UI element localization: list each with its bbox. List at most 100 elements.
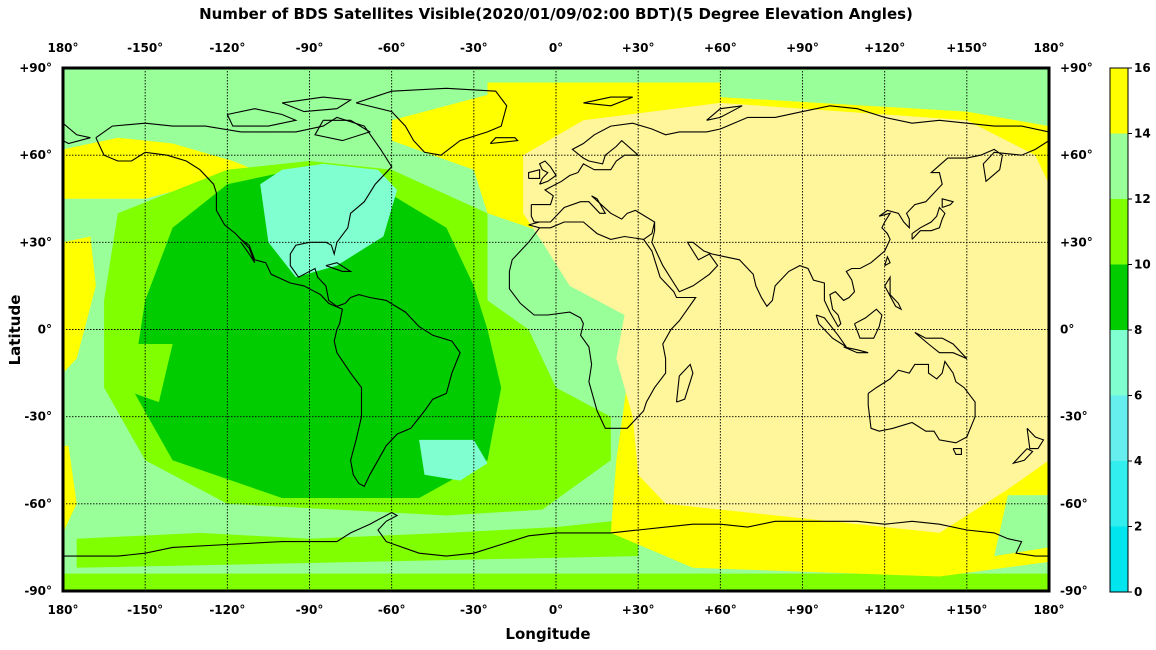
japan-coast (911, 206, 946, 240)
lon-tick-bottom: -150° (127, 603, 163, 617)
sumatra-coast (815, 314, 847, 348)
lat-tick-right: +60° (1060, 148, 1093, 162)
java-coast (843, 346, 869, 354)
lon-tick-top: +30° (622, 41, 655, 55)
lon-tick-top: +60° (704, 41, 737, 55)
heat-americas-core (131, 169, 502, 498)
ireland-coast (528, 168, 541, 179)
chukotka-coast (63, 122, 91, 145)
greenland-coast (355, 87, 508, 156)
new-guinea-coast (914, 331, 968, 360)
lon-tick-bottom: +30° (622, 603, 655, 617)
heat-south-band (76, 518, 639, 577)
arctic-island (281, 96, 353, 113)
arctic-island (226, 108, 298, 127)
heat-se-patch (994, 495, 1049, 557)
colorbar-segment (1110, 133, 1128, 199)
colorbar-tick-label: 2 (1134, 520, 1142, 534)
heat-w-edge (63, 236, 96, 374)
lat-tick-right: +90° (1060, 61, 1093, 75)
philippines-coast (884, 275, 903, 311)
lon-tick-bottom: -60° (378, 603, 406, 617)
eurasia-north-coast (531, 105, 1049, 206)
heat-satl (419, 439, 488, 481)
lon-tick-bottom: -30° (460, 603, 488, 617)
x-axis-title: Longitude (505, 625, 590, 643)
lon-tick-bottom: 0° (549, 603, 563, 617)
australia-coast (867, 360, 976, 444)
nz-south-coast (1011, 448, 1034, 465)
antarctica-coast (63, 511, 1049, 557)
colorbar-tick-label: 4 (1134, 454, 1142, 468)
lon-tick-bottom: 180° (1033, 603, 1064, 617)
lat-tick-right: -60° (1060, 497, 1088, 511)
lat-tick-left: -60° (24, 497, 52, 511)
lat-tick-left: +90° (19, 61, 52, 75)
colorbar-segment (1110, 68, 1128, 134)
colorbar-segment (1110, 330, 1128, 396)
lat-tick-right: -30° (1060, 410, 1088, 424)
colorbar: 0 2 4 6 8 10 12 14 16 (1109, 61, 1151, 599)
lon-tick-top: -90° (296, 41, 324, 55)
lon-tick-top: -30° (460, 41, 488, 55)
lat-tick-right: 0° (1060, 323, 1074, 337)
nz-north-coast (1026, 427, 1045, 450)
lon-tick-bottom: -90° (296, 603, 324, 617)
mediterranean-coast (528, 195, 656, 240)
colorbar-tick-label: 8 (1134, 323, 1142, 337)
heat-usa (260, 163, 398, 278)
heat-pole (63, 68, 1049, 103)
lon-tick-bottom: +60° (704, 603, 737, 617)
colorbar-tick-label: 6 (1134, 389, 1142, 403)
coastlines (63, 87, 1049, 557)
colorbar-frame (1109, 67, 1129, 593)
colorbar-segment (1110, 264, 1128, 330)
lat-tick-right: -90° (1060, 584, 1088, 598)
lon-tick-top: 180° (47, 41, 78, 55)
lon-tick-bottom: +120° (864, 603, 905, 617)
colorbar-tick-label: 12 (1134, 192, 1151, 206)
lat-tick-right: +30° (1060, 235, 1093, 249)
lon-tick-top: -120° (209, 41, 245, 55)
lon-tick-bottom: +150° (946, 603, 987, 617)
colorbar-tick-label: 14 (1134, 127, 1151, 141)
tasmania-coast (952, 448, 962, 455)
lat-tick-left: 0° (38, 323, 52, 337)
lat-tick-left: -90° (24, 584, 52, 598)
lon-tick-top: -60° (378, 41, 406, 55)
lat-tick-left: -30° (24, 410, 52, 424)
madagascar-coast (675, 363, 694, 403)
lat-tick-left: +60° (19, 148, 52, 162)
britain-coast (538, 160, 557, 185)
africa-coast (508, 227, 697, 429)
gridlines (63, 68, 1049, 591)
colorbar-segment (1110, 199, 1128, 265)
chart-title: Number of BDS Satellites Visible(2020/01… (199, 5, 913, 23)
lon-tick-bottom: -120° (209, 603, 245, 617)
lon-tick-bottom: 180° (47, 603, 78, 617)
baja-coast (240, 239, 256, 263)
lon-tick-top: 0° (549, 41, 563, 55)
colorbar-segment (1110, 395, 1128, 461)
novaya-zemlya-coast (706, 105, 743, 121)
iberia-coast (530, 204, 540, 223)
map-frame (61, 66, 1051, 593)
lon-tick-top: +90° (786, 41, 819, 55)
colorbar-tick-label: 16 (1134, 61, 1151, 75)
taiwan-coast (884, 255, 891, 267)
y-axis-title: Latitude (6, 295, 24, 366)
hokkaido-coast (941, 198, 955, 209)
lon-tick-top: +120° (864, 41, 905, 55)
lon-tick-top: -150° (127, 41, 163, 55)
lon-tick-bottom: +90° (786, 603, 819, 617)
heat-pac-patch (117, 344, 173, 403)
cuba-coast (325, 262, 353, 272)
lat-tick-left: +30° (19, 235, 52, 249)
baffin-coast (314, 119, 372, 142)
heat-npac (63, 137, 255, 199)
iceland-coast (489, 137, 519, 145)
colorbar-segment (1110, 461, 1128, 527)
lon-tick-top: 180° (1033, 41, 1064, 55)
borneo-coast (853, 308, 883, 339)
